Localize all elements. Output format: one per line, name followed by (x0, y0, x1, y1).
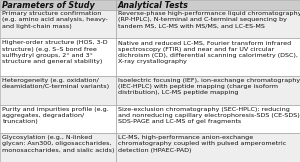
Bar (116, 76, 300, 105)
Bar (0, 38, 116, 76)
Bar (116, 0, 300, 10)
Text: Purity and impurities profile (e.g.
aggregates, degradation/
truncation): Purity and impurities profile (e.g. aggr… (2, 107, 109, 124)
Text: Glycosylation (e.g., N-linked
glycan: Asn300, oligosaccharides,
monosaccharides,: Glycosylation (e.g., N-linked glycan: As… (2, 135, 115, 153)
Text: Heterogeneity (e.g. oxidation/
deamidation/C-terminal variants): Heterogeneity (e.g. oxidation/ deamidati… (2, 78, 110, 89)
Text: Primary structure confirmation
(e.g. amino acid analysis, heavy-
and light-chain: Primary structure confirmation (e.g. ami… (2, 11, 108, 29)
Text: Isoelectric focusing (IEF), ion-exchange chromatography
(IEC-HPLC) with peptide : Isoelectric focusing (IEF), ion-exchange… (118, 78, 300, 95)
Bar (0, 133, 116, 162)
Bar (116, 133, 300, 162)
Bar (0, 0, 116, 10)
Bar (0, 10, 116, 38)
Bar (0, 76, 116, 105)
Text: Analytical Tests: Analytical Tests (118, 1, 189, 10)
Text: Reverse-phase high-performance liquid chromatography
(RP-HPLC), N-terminal and C: Reverse-phase high-performance liquid ch… (118, 11, 300, 29)
Bar (116, 38, 300, 76)
Text: Native and reduced LC-MS, Fourier transform infrared
spectroscopy (FTIR) and nea: Native and reduced LC-MS, Fourier transf… (118, 40, 298, 64)
Text: LC-MS, high-performance anion-exchange
chromatography coupled with pulsed ampero: LC-MS, high-performance anion-exchange c… (118, 135, 286, 153)
Text: Higher-order structure (HOS, 3-D
structure) (e.g. S–S bond free
sulfhydryl group: Higher-order structure (HOS, 3-D structu… (2, 40, 108, 64)
Bar (0, 105, 116, 133)
Bar (116, 105, 300, 133)
Text: Parameters of Study: Parameters of Study (2, 1, 95, 10)
Bar (116, 10, 300, 38)
Text: Size-exclusion chromatography (SEC-HPLC); reducing
and nonreducing capillary ele: Size-exclusion chromatography (SEC-HPLC)… (118, 107, 300, 124)
